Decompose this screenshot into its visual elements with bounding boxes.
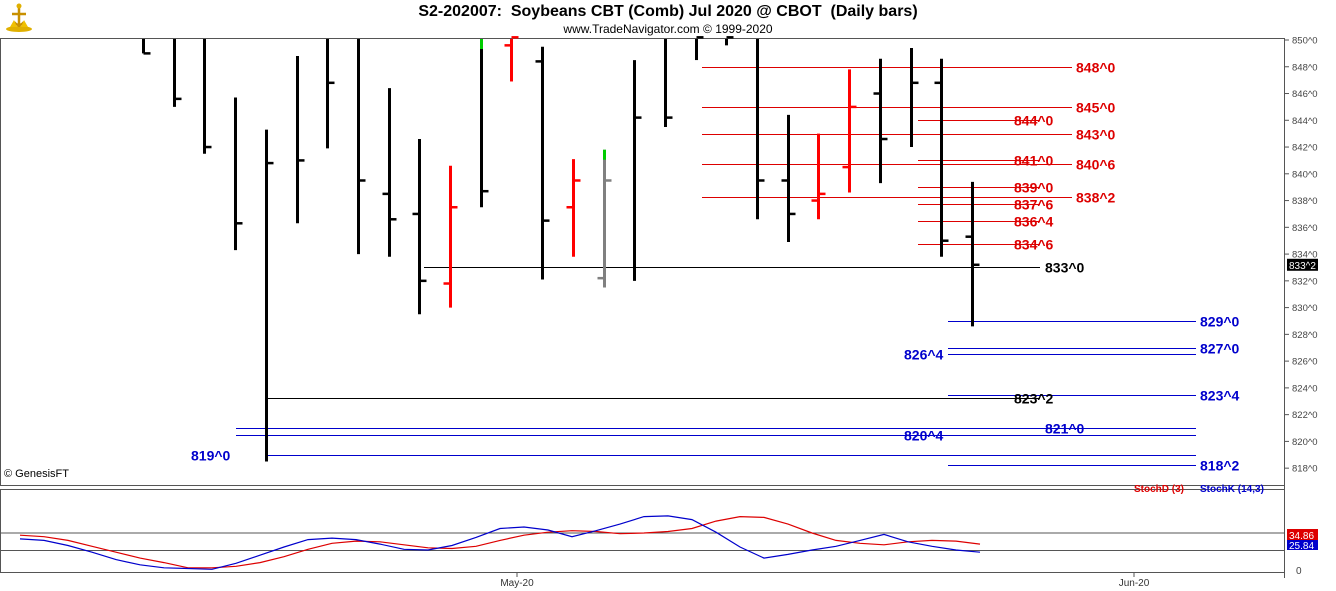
stoch-k-value: 25.84: [1289, 541, 1314, 552]
level-label: 821^0: [1045, 421, 1085, 437]
price-axis: 850^0 848^0 846^0 844^0 842^0 840^0 838^0 836^0…: [1284, 36, 1318, 475]
level-label: 833^0: [1045, 260, 1085, 276]
ohlc-bar: [934, 58, 949, 257]
y-tick-label: 830^0: [1292, 303, 1318, 314]
stoch-k-legend: StochK (14,3): [1200, 484, 1264, 495]
ohlc-bar: [234, 97, 243, 251]
ohlc-bar: [566, 159, 581, 257]
y-tick-label: 850^0: [1292, 36, 1318, 47]
y-tick-label: 834^0: [1292, 250, 1318, 261]
ohlc-bar: [811, 133, 826, 220]
time-axis: May-20 Jun-20: [500, 573, 1150, 589]
genesis-logo-icon: [4, 2, 34, 34]
y-tick-label: 840^0: [1292, 169, 1318, 180]
level-label: 820^4: [904, 428, 944, 444]
chart-frame: [0, 38, 1285, 578]
y-tick-label: 820^0: [1292, 437, 1318, 448]
stoch-tick-label: 0: [1296, 566, 1302, 577]
ohlc-bar: [173, 39, 182, 107]
level-label: 838^2: [1076, 190, 1116, 206]
level-label: 827^0: [1200, 341, 1240, 357]
ohlc-bar: [480, 39, 489, 208]
y-tick-label: 846^0: [1292, 89, 1318, 100]
ohlc-bar: [633, 60, 642, 281]
level-label: 840^6: [1076, 157, 1116, 173]
ohlc-bar: [203, 39, 212, 154]
last-price-label: 833^2: [1289, 261, 1316, 272]
ohlc-bar: [535, 46, 550, 280]
level-label: 826^4: [904, 347, 944, 363]
stoch-d-value-tag: [1287, 529, 1318, 541]
chart-header: S2-202007: Soybeans CBT (Comb) Jul 2020 …: [0, 0, 1336, 38]
ohlc-bar: [504, 36, 519, 82]
y-tick-label: 824^0: [1292, 383, 1318, 394]
level-label: 839^0: [1014, 180, 1054, 196]
level-label: 845^0: [1076, 100, 1116, 116]
level-label: 844^0: [1014, 113, 1054, 129]
chart-subtitle: www.TradeNavigator.com © 1999-2020: [563, 22, 773, 36]
level-label: 823^2: [1014, 391, 1054, 407]
ohlc-bar: [412, 139, 427, 315]
ohlc-bar: [910, 48, 919, 148]
ohlc-bar: [382, 88, 397, 257]
ohlc-bar: [296, 56, 305, 224]
ohlc-bar: [756, 39, 765, 220]
copyright-label: © GenesisFT: [4, 468, 69, 480]
ohlc-bar: [265, 129, 274, 462]
ohlc-bar: [965, 181, 980, 327]
level-label: 841^0: [1014, 153, 1054, 169]
ohlc-bars: [142, 36, 980, 462]
last-price-tag: [1287, 258, 1318, 271]
ohlc-bar: [873, 58, 888, 184]
ohlc-bar: [443, 165, 458, 308]
level-label: 829^0: [1200, 314, 1240, 330]
level-label: 834^6: [1014, 237, 1054, 253]
y-tick-label: 838^0: [1292, 196, 1318, 207]
y-tick-label: 826^0: [1292, 357, 1318, 368]
ohlc-bar: [326, 39, 335, 149]
y-tick-label: 844^0: [1292, 116, 1318, 127]
y-tick-label: 842^0: [1292, 143, 1318, 154]
stoch-d-legend: StochD (3): [1134, 484, 1184, 495]
stoch-d-value: 34.86: [1289, 531, 1314, 542]
x-tick-label: Jun-20: [1119, 578, 1150, 589]
ohlc-bar: [725, 36, 734, 46]
y-tick-label: 836^0: [1292, 223, 1318, 234]
y-tick-label: 828^0: [1292, 330, 1318, 341]
ohlc-bar: [142, 39, 151, 55]
level-label: 819^0: [191, 448, 231, 464]
level-label: 848^0: [1076, 60, 1116, 76]
level-label: 837^6: [1014, 197, 1054, 213]
stoch-d-line: [19, 515, 981, 569]
stochastic-panel-border: [0, 489, 1285, 573]
stoch-k-line: [19, 515, 981, 570]
y-tick-label: 848^0: [1292, 62, 1318, 73]
ohlc-bar: [597, 149, 612, 288]
level-label: 843^0: [1076, 127, 1116, 143]
level-label: 823^4: [1200, 388, 1240, 404]
ohlc-bar: [842, 69, 857, 193]
ohlc-bar: [664, 39, 673, 127]
ohlc-bar: [695, 36, 704, 61]
y-tick-label: 818^0: [1292, 464, 1318, 475]
level-label: 818^2: [1200, 458, 1240, 474]
chart-title: S2-202007: Soybeans CBT (Comb) Jul 2020 …: [418, 3, 918, 20]
y-tick-label: 822^0: [1292, 410, 1318, 421]
ohlc-bar: [781, 114, 796, 243]
price-levels: 848^0 845^0 844^0 843^0 841^0 840^6 839^0 838^2…: [191, 60, 1240, 474]
level-label: 836^4: [1014, 214, 1054, 230]
stoch-k-value-tag: [1287, 540, 1318, 550]
ohlc-bar: [357, 39, 366, 255]
y-tick-label: 832^0: [1292, 276, 1318, 287]
x-tick-label: May-20: [500, 578, 534, 589]
